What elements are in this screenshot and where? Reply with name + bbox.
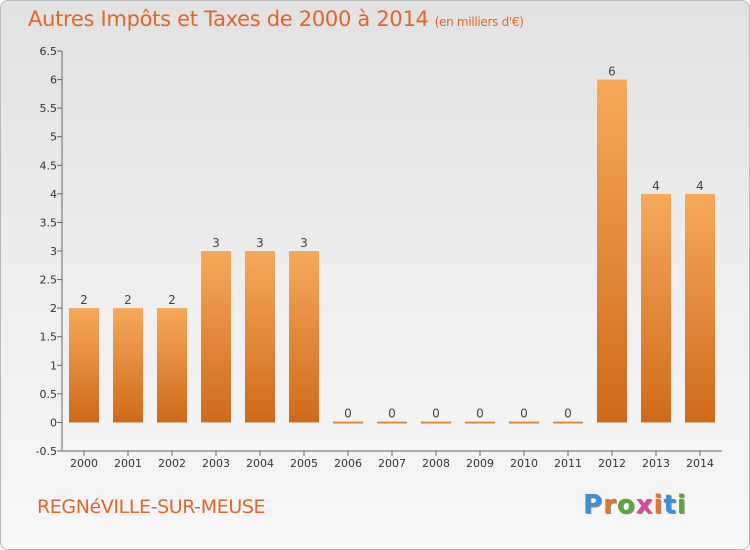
bar [333,421,363,424]
x-tick-label: 2014 [686,457,714,470]
y-tick-label: 6.5 [40,45,58,58]
data-label: 3 [212,236,220,250]
data-label: 0 [476,406,484,420]
logo-letter: t [663,490,677,520]
x-tick-label: 2010 [510,457,538,470]
data-label: 0 [432,406,440,420]
bar [377,421,407,424]
x-tick-label: 2002 [158,457,186,470]
y-tick-label: 5.5 [40,102,58,115]
commune-name: REGNéVILLE-SUR-MEUSE [37,496,266,518]
bar [641,193,671,423]
x-tick-label: 2003 [202,457,230,470]
x-tick-label: 2001 [114,457,142,470]
bar [201,251,231,423]
y-tick-label: 2 [50,302,57,315]
x-tick-label: 2006 [334,457,362,470]
x-tick-label: 2007 [378,457,406,470]
x-tick-label: 2000 [70,457,98,470]
data-label: 2 [80,293,88,307]
y-tick-label: 1.5 [40,331,58,344]
bar [245,251,275,423]
data-label: 3 [300,236,308,250]
bar [289,251,319,423]
chart-title: Autres Impôts et Taxes de 2000 à 2014 (en… [28,7,524,31]
data-label: 0 [388,406,396,420]
x-tick-label: 2008 [422,457,450,470]
logo-letter: P [583,490,604,520]
proxiti-logo: Proxiti [583,490,687,520]
data-label: 3 [256,236,264,250]
data-label: 4 [696,179,704,193]
bar [113,308,143,423]
chart-title-unit: (en milliers d'€) [434,15,524,29]
bar [509,421,539,424]
data-label: 0 [564,406,572,420]
y-tick-label: 3.5 [40,216,58,229]
y-tick-label: 0 [50,416,57,429]
data-label: 2 [168,293,176,307]
data-label: 4 [652,179,660,193]
x-tick-label: 2004 [246,457,274,470]
data-label: 0 [520,406,528,420]
data-label: 2 [124,293,132,307]
bar [685,193,715,423]
logo-letter: r [603,490,617,520]
y-tick-label: 3 [50,245,57,258]
bar [465,421,495,424]
x-tick-label: 2011 [554,457,582,470]
data-label: 6 [608,65,616,79]
x-tick-label: 2009 [466,457,494,470]
bar [421,421,451,424]
x-tick-label: 2012 [598,457,626,470]
y-tick-label: 5 [50,131,57,144]
y-tick-label: -0.5 [36,445,57,458]
bar [157,308,187,423]
y-tick-label: 2.5 [40,274,58,287]
x-tick-label: 2005 [290,457,318,470]
data-label: 0 [344,406,352,420]
logo-letter: i [676,490,687,520]
logo-letter: o [616,490,636,520]
y-tick-label: 1 [50,359,57,372]
y-tick-label: 0.5 [40,388,58,401]
x-tick-label: 2013 [642,457,670,470]
logo-letter: x [635,490,654,520]
bar [69,308,99,423]
bar [553,421,583,424]
y-tick-label: 4.5 [40,159,58,172]
bar [597,79,627,423]
chart-title-main: Autres Impôts et Taxes de 2000 à 2014 [28,7,429,31]
y-tick-label: 6 [50,74,57,87]
logo-letter: i [653,490,664,520]
y-tick-label: 4 [50,188,57,201]
